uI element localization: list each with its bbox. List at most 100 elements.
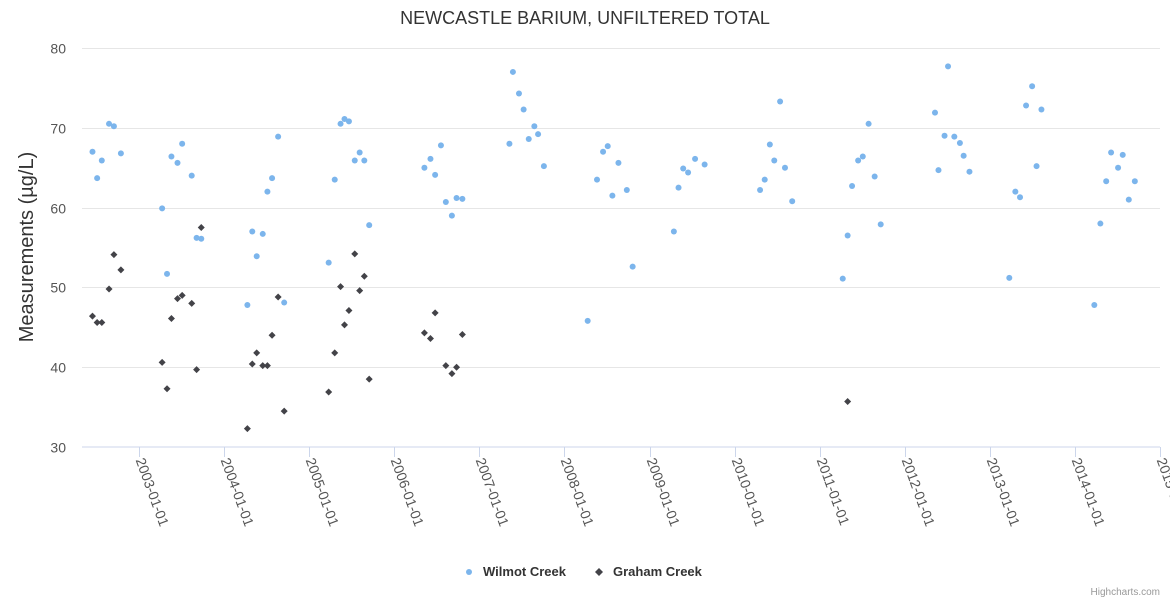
data-point[interactable] xyxy=(188,299,196,307)
data-point[interactable] xyxy=(877,221,884,228)
data-point[interactable] xyxy=(540,163,547,170)
data-point[interactable] xyxy=(351,157,358,164)
data-point[interactable] xyxy=(453,363,461,371)
data-point[interactable] xyxy=(1029,83,1036,90)
data-point[interactable] xyxy=(110,123,117,130)
data-point[interactable] xyxy=(159,205,166,212)
data-point[interactable] xyxy=(249,228,256,235)
data-point[interactable] xyxy=(1115,164,1122,171)
data-point[interactable] xyxy=(117,150,124,157)
data-point[interactable] xyxy=(600,148,607,155)
data-point[interactable] xyxy=(761,176,768,183)
data-point[interactable] xyxy=(1023,102,1030,109)
data-point[interactable] xyxy=(855,157,862,164)
data-point[interactable] xyxy=(1033,163,1040,170)
data-point[interactable] xyxy=(584,317,591,324)
data-point[interactable] xyxy=(280,407,288,415)
data-point[interactable] xyxy=(670,228,677,235)
data-point[interactable] xyxy=(94,175,101,182)
data-point[interactable] xyxy=(844,232,851,239)
data-point[interactable] xyxy=(361,157,368,164)
data-point[interactable] xyxy=(88,312,96,320)
data-point[interactable] xyxy=(188,172,195,179)
data-point[interactable] xyxy=(174,159,181,166)
data-point[interactable] xyxy=(98,157,105,164)
data-point[interactable] xyxy=(432,171,439,178)
credits-link[interactable]: Highcharts.com xyxy=(1091,587,1160,598)
data-point[interactable] xyxy=(248,360,256,368)
data-point[interactable] xyxy=(789,198,796,205)
data-point[interactable] xyxy=(360,272,368,280)
data-point[interactable] xyxy=(509,68,516,75)
data-point[interactable] xyxy=(179,140,186,147)
data-point[interactable] xyxy=(844,398,852,406)
data-point[interactable] xyxy=(448,370,456,378)
legend-item-graham-creek[interactable]: Graham Creek xyxy=(595,564,703,579)
data-point[interactable] xyxy=(269,175,276,182)
data-point[interactable] xyxy=(356,149,363,156)
data-point[interactable] xyxy=(1012,188,1019,195)
data-point[interactable] xyxy=(351,250,359,258)
data-point[interactable] xyxy=(253,349,261,357)
data-point[interactable] xyxy=(365,375,373,383)
data-point[interactable] xyxy=(1108,149,1115,156)
data-point[interactable] xyxy=(865,120,872,127)
data-point[interactable] xyxy=(1125,196,1132,203)
data-point[interactable] xyxy=(325,259,332,266)
data-point[interactable] xyxy=(871,173,878,180)
data-point[interactable] xyxy=(629,263,636,270)
data-point[interactable] xyxy=(531,123,538,130)
data-point[interactable] xyxy=(259,362,267,370)
data-point[interactable] xyxy=(692,155,699,162)
data-point[interactable] xyxy=(331,176,338,183)
data-point[interactable] xyxy=(341,116,348,123)
data-point[interactable] xyxy=(337,120,344,127)
data-point[interactable] xyxy=(448,212,455,219)
data-point[interactable] xyxy=(675,184,682,191)
data-point[interactable] xyxy=(437,142,444,149)
data-point[interactable] xyxy=(366,222,373,229)
data-point[interactable] xyxy=(771,157,778,164)
data-point[interactable] xyxy=(966,168,973,175)
data-point[interactable] xyxy=(345,118,352,125)
data-point[interactable] xyxy=(117,266,125,274)
data-point[interactable] xyxy=(253,253,260,260)
data-point[interactable] xyxy=(777,98,784,105)
data-point[interactable] xyxy=(98,319,106,327)
data-point[interactable] xyxy=(956,139,963,146)
data-point[interactable] xyxy=(89,148,96,155)
data-point[interactable] xyxy=(839,275,846,282)
data-point[interactable] xyxy=(93,319,101,327)
data-point[interactable] xyxy=(1103,178,1110,185)
data-point[interactable] xyxy=(198,235,205,242)
data-point[interactable] xyxy=(263,362,271,370)
data-point[interactable] xyxy=(337,283,345,291)
data-point[interactable] xyxy=(781,164,788,171)
data-point[interactable] xyxy=(167,315,175,323)
data-point[interactable] xyxy=(951,133,958,140)
data-point[interactable] xyxy=(701,161,708,168)
data-point[interactable] xyxy=(174,295,182,303)
data-point[interactable] xyxy=(594,176,601,183)
data-point[interactable] xyxy=(849,183,856,190)
data-point[interactable] xyxy=(1091,301,1098,308)
data-point[interactable] xyxy=(420,329,428,337)
data-point[interactable] xyxy=(931,109,938,116)
data-point[interactable] xyxy=(1017,194,1024,201)
data-point[interactable] xyxy=(960,152,967,159)
data-point[interactable] xyxy=(604,143,611,150)
data-point[interactable] xyxy=(426,334,434,342)
data-point[interactable] xyxy=(609,192,616,199)
data-point[interactable] xyxy=(275,133,282,140)
data-point[interactable] xyxy=(766,141,773,148)
legend-item-wilmot-creek[interactable]: Wilmot Creek xyxy=(466,564,567,579)
data-point[interactable] xyxy=(193,234,200,241)
data-point[interactable] xyxy=(442,199,449,206)
data-point[interactable] xyxy=(442,362,450,370)
data-point[interactable] xyxy=(274,293,282,301)
data-point[interactable] xyxy=(345,307,353,315)
data-point[interactable] xyxy=(331,349,339,357)
data-point[interactable] xyxy=(1119,151,1126,158)
data-point[interactable] xyxy=(1097,220,1104,227)
data-point[interactable] xyxy=(623,187,630,194)
